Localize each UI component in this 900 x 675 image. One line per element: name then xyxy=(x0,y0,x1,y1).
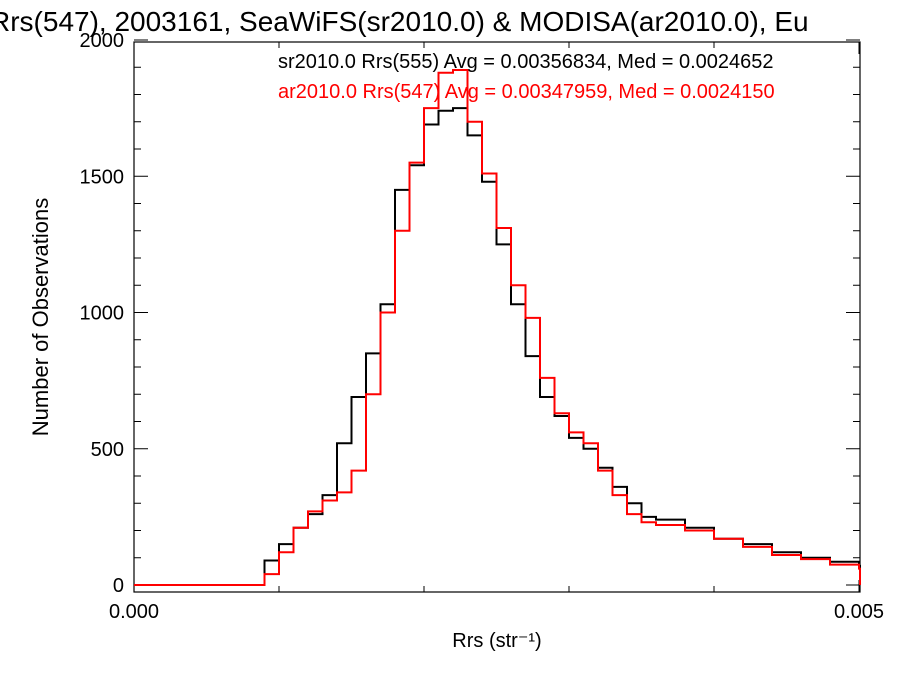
y-tick-labels: 0 500 1000 1500 2000 xyxy=(80,30,125,597)
series-lines xyxy=(134,69,861,586)
x-axis-label: Rrs (str⁻¹) xyxy=(452,630,541,652)
y-axis-label: Number of Observations xyxy=(28,198,53,436)
y-tick-label: 2000 xyxy=(80,30,125,52)
chart-title: Rrs(547), 2003161, SeaWiFS(sr2010.0) & M… xyxy=(0,6,809,37)
axis-ticks xyxy=(133,39,860,592)
y-tick-label: 500 xyxy=(91,439,124,461)
annotation-series-2: ar2010.0 Rrs(547) Avg = 0.00347959, Med … xyxy=(278,81,775,103)
y-tick-label: 0 xyxy=(113,575,124,597)
x-tick-label: 0.000 xyxy=(109,601,159,623)
plot-frame xyxy=(133,41,861,593)
y-tick-label: 1500 xyxy=(80,166,125,188)
x-tick-label: 0.005 xyxy=(834,601,884,623)
y-tick-label: 1000 xyxy=(80,303,125,325)
annotation-series-1: sr2010.0 Rrs(555) Avg = 0.00356834, Med … xyxy=(278,51,774,73)
series-line-2 xyxy=(134,69,861,586)
